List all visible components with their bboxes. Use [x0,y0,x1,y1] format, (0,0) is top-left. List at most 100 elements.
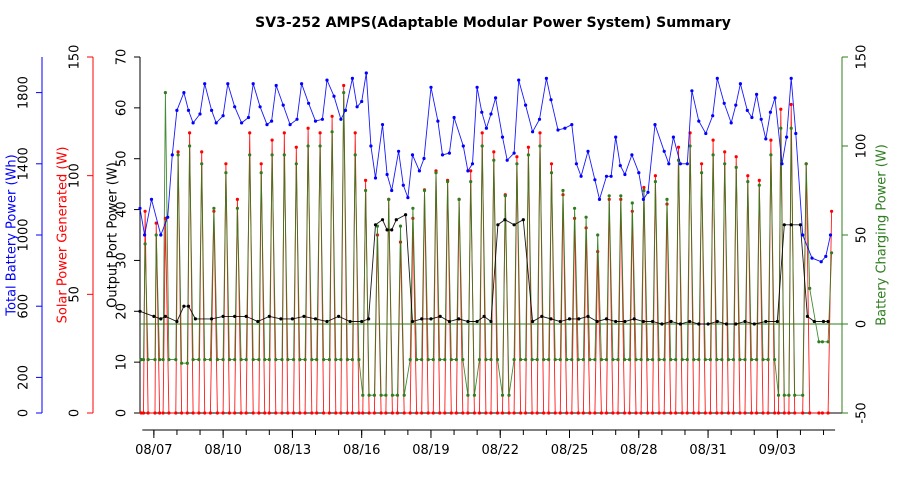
battery-series-point [500,135,505,139]
output-series-point [360,319,364,324]
battery-series-point [447,151,451,155]
charging-series-point [596,233,600,237]
charging-tick-label: 150 [855,45,870,70]
battery-series-point [609,174,613,178]
charging-series-point [830,251,834,255]
solar-series-point [146,411,150,415]
output-series-point [182,304,186,308]
charging-series-point [616,358,620,362]
battery-series-point [214,121,218,125]
output-series-point [641,319,646,324]
charging-series-point [224,171,228,175]
solar-series-point [408,411,412,415]
solar-series-point [282,131,286,135]
battery-series-point [734,103,738,107]
solar-series-point [489,411,493,415]
output-series-point [614,319,618,324]
output-series-point [138,309,142,313]
charging-series-point [200,162,204,166]
charging-series-point [793,393,797,397]
charging-series-point [472,393,476,397]
battery-series-point [537,117,542,121]
charging-series-point [315,358,319,362]
solar-series-point [776,411,781,415]
charging-series-point [680,358,684,362]
battery-tick-label: 600 [17,294,32,319]
battery-series-point [722,101,726,105]
output-series-point [715,319,719,324]
charging-series-point [153,358,157,362]
charging-series-point [746,180,750,184]
output-series-point [466,319,470,324]
battery-series-point [159,233,163,237]
solar-series-point [599,411,604,415]
battery-series-point [138,206,142,210]
solar-series-point [642,185,646,190]
charging-series-point [769,153,773,157]
charging-series-point [530,358,534,362]
charging-series-point [327,358,331,362]
battery-series-point [191,121,195,125]
battery-series-point [711,114,715,118]
x-tick-label: 08/10 [204,443,241,458]
charging-series-point [434,171,438,175]
solar-series-point [530,411,534,415]
battery-axis-label: Total Battery Power (Wh) [5,154,20,316]
output-tick-label: 20 [115,303,130,320]
solar-series-point [203,411,207,415]
charging-series-point [723,162,727,166]
output-series-point [706,322,710,326]
output-tick-label: 60 [115,100,130,117]
charging-series-point [519,358,523,362]
charging-series-point [443,358,447,362]
battery-series-point [789,76,793,80]
battery-series-point [484,126,488,130]
output-series-point [558,319,562,324]
charging-series-point [665,197,669,201]
charging-series-point [820,340,825,344]
solar-series-point [820,411,825,415]
battery-series-point [397,149,401,153]
output-tick-label: 10 [115,354,130,371]
charging-series-point [565,358,569,362]
output-series-point [734,322,738,326]
battery-series-point [768,110,773,114]
solar-series-point [294,145,298,149]
solar-series-point [484,411,488,415]
charging-series-point [720,358,724,362]
solar-series-point [379,411,383,415]
x-tick-label: 08/28 [620,443,657,458]
battery-series-point [369,144,373,148]
charging-series-point [367,393,371,397]
solar-series-point [757,178,761,182]
charging-series-point [738,358,742,362]
charging-series-point [438,358,442,362]
output-series-point [489,319,493,324]
charging-series-point [387,197,391,201]
solar-series-point [191,411,195,415]
charging-series-point [185,361,189,365]
output-series-point [175,319,179,324]
battery-series-point [221,114,225,118]
battery-series-point [549,98,553,102]
battery-series-point [203,82,207,86]
solar-series-point [235,197,239,201]
solar-series-point [500,411,505,415]
output-series-point [193,317,197,321]
battery-tick-label: 1800 [17,76,32,109]
solar-series-point [259,162,263,166]
output-series-point [521,218,525,222]
battery-series-point [198,112,202,116]
battery-series-point [801,233,805,237]
battery-series-point [794,131,798,136]
charging-series-point [466,393,470,397]
battery-series-point [300,82,304,86]
output-series-point [752,322,756,326]
charging-series-point [512,358,516,362]
output-series-point [503,218,507,222]
solar-series-point [292,411,296,415]
x-tick-label: 08/07 [135,443,172,458]
charging-series-point [180,361,184,365]
output-series-point [512,223,516,227]
